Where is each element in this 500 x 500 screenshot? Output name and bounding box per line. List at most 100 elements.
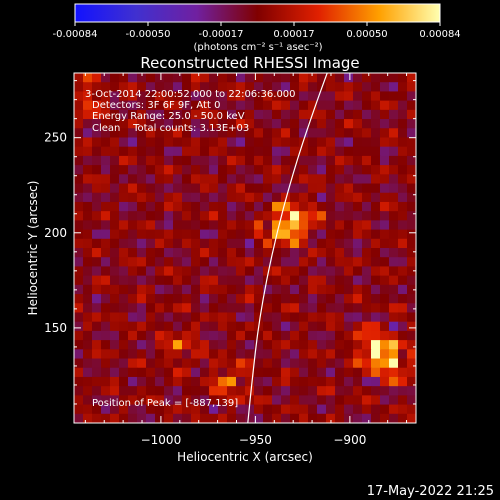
heatmap-cell — [326, 220, 336, 231]
heatmap-cell — [398, 238, 408, 249]
heatmap-cell — [254, 165, 264, 175]
heatmap-cell — [227, 312, 237, 323]
heatmap-cell — [200, 201, 210, 212]
heatmap-cell — [200, 73, 210, 83]
heatmap-cell — [290, 330, 300, 341]
heatmap-cell — [128, 201, 138, 212]
heatmap-cell — [101, 248, 111, 258]
heatmap-cell — [182, 294, 192, 304]
heatmap-cell — [353, 358, 363, 369]
heatmap-cell — [299, 321, 309, 332]
heatmap-cell — [362, 266, 372, 277]
heatmap-cell — [272, 119, 282, 129]
heatmap-cell — [83, 303, 93, 314]
heatmap-cell — [182, 349, 192, 360]
heatmap-cell — [362, 257, 372, 268]
heatmap-cell — [182, 220, 192, 231]
heatmap-cell — [128, 82, 138, 93]
heatmap-cell — [227, 266, 237, 277]
heatmap-cell — [344, 73, 354, 83]
heatmap-cell — [389, 349, 399, 360]
heatmap-cell — [245, 91, 255, 102]
heatmap-cell — [92, 229, 102, 240]
heatmap-cell — [227, 294, 237, 304]
heatmap-cell — [299, 146, 309, 157]
heatmap-cell — [371, 119, 381, 129]
heatmap-cell — [92, 376, 102, 387]
heatmap-cell — [155, 211, 165, 221]
heatmap-cell — [290, 183, 300, 194]
heatmap-cell — [398, 183, 408, 194]
heatmap-cell — [191, 294, 201, 304]
heatmap-cell — [74, 367, 84, 378]
heatmap-cell — [137, 294, 147, 304]
heatmap-cell — [335, 183, 345, 194]
heatmap-cell — [227, 100, 237, 111]
heatmap-cell — [83, 229, 93, 240]
heatmap-cell — [290, 82, 300, 93]
heatmap-cell — [290, 257, 300, 268]
heatmap-cell — [389, 257, 399, 268]
heatmap-cell — [299, 128, 309, 139]
heatmap-cell — [290, 284, 300, 295]
heatmap-cell — [353, 284, 363, 295]
heatmap-cell — [353, 109, 363, 120]
heatmap-cell — [335, 100, 345, 111]
heatmap-cell — [245, 404, 255, 415]
heatmap-cell — [308, 248, 318, 258]
heatmap-cell — [227, 174, 237, 185]
heatmap-cell — [191, 404, 201, 415]
heatmap-cell — [317, 91, 327, 102]
heatmap-cell — [254, 183, 264, 194]
heatmap-cell — [380, 303, 390, 314]
heatmap-cell — [173, 294, 183, 304]
heatmap-cell — [200, 109, 210, 120]
heatmap-cell — [191, 146, 201, 157]
heatmap-cell — [389, 395, 399, 406]
heatmap-cell — [101, 404, 111, 415]
heatmap-cell — [308, 376, 318, 387]
heatmap-cell — [353, 183, 363, 194]
heatmap-cell — [407, 284, 416, 295]
heatmap-cell — [146, 128, 156, 139]
heatmap-cell — [299, 349, 309, 360]
heatmap-cell — [299, 257, 309, 268]
heatmap-cell — [317, 128, 327, 139]
heatmap-cell — [74, 413, 84, 423]
heatmap-cell — [119, 266, 129, 277]
heatmap-cell — [182, 367, 192, 378]
heatmap-cell — [173, 266, 183, 277]
heatmap-cell — [290, 395, 300, 406]
heatmap-cell — [227, 146, 237, 157]
heatmap-cell — [245, 386, 255, 396]
heatmap-cell — [119, 201, 129, 212]
heatmap-cell — [128, 312, 138, 323]
heatmap-cell — [173, 330, 183, 341]
heatmap-cell — [74, 201, 84, 212]
heatmap-cell — [200, 266, 210, 277]
heatmap-cell — [164, 321, 174, 332]
heatmap-cell — [290, 312, 300, 323]
heatmap-cell — [83, 174, 93, 185]
heatmap-cell — [218, 174, 228, 185]
heatmap-cell — [317, 386, 327, 396]
heatmap-cell — [245, 128, 255, 139]
heatmap-cell — [92, 321, 102, 332]
heatmap-cell — [74, 128, 84, 139]
heatmap-cell — [263, 395, 273, 406]
heatmap-cell — [263, 174, 273, 185]
heatmap-cell — [254, 128, 264, 139]
heatmap-cell — [227, 165, 237, 175]
info-detectors: Detectors: 3F 6F 9F, Att 0 — [92, 100, 220, 111]
heatmap-cell — [326, 155, 336, 166]
heatmap-cell — [335, 229, 345, 240]
heatmap-cell — [317, 340, 327, 350]
heatmap-cell — [380, 192, 390, 203]
heatmap-cell — [389, 294, 399, 304]
heatmap-cell — [200, 275, 210, 286]
heatmap-cell — [272, 330, 282, 341]
heatmap-cell — [182, 238, 192, 249]
heatmap-cell — [398, 321, 408, 332]
heatmap-cell — [335, 137, 345, 148]
